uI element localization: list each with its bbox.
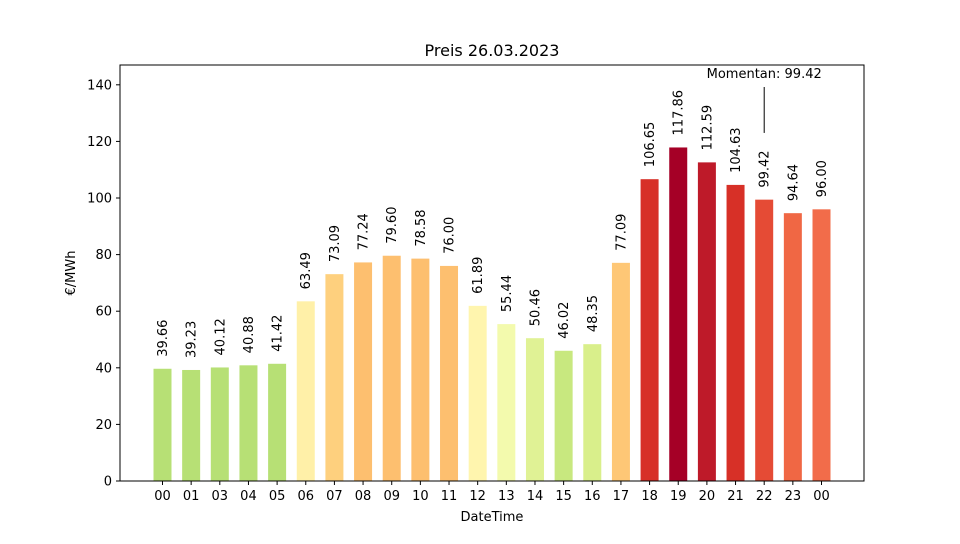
x-tick-label: 17 [613, 489, 630, 504]
bar [525, 338, 544, 481]
data-label: 40.88 [242, 316, 257, 353]
bar [611, 262, 630, 481]
data-label: 50.46 [528, 289, 543, 326]
x-tick-label: 15 [555, 489, 572, 504]
data-label: 61.89 [471, 257, 486, 294]
data-label: 63.49 [299, 252, 314, 289]
y-tick-label: 20 [95, 418, 112, 433]
data-label: 41.42 [271, 315, 286, 352]
plot-frame [119, 64, 865, 482]
x-tick-label: 01 [183, 489, 200, 504]
x-tick-label: 19 [670, 489, 687, 504]
bar [440, 265, 459, 481]
bar [153, 368, 172, 481]
y-tick-label: 80 [95, 248, 112, 263]
x-tick-label: 09 [383, 489, 400, 504]
bars-layer [153, 147, 831, 482]
x-axis-label: DateTime [461, 510, 524, 525]
data-label: 39.23 [185, 321, 200, 358]
x-tick-label: 23 [785, 489, 802, 504]
y-tick-label: 140 [87, 78, 112, 93]
x-tick-label: 14 [527, 489, 544, 504]
bar [640, 179, 659, 482]
annotation-label: Momentan: 99.42 [707, 67, 822, 82]
data-label: 46.02 [557, 302, 572, 339]
bar [783, 213, 802, 481]
x-tick-label: 03 [212, 489, 229, 504]
bar [554, 350, 573, 481]
bar [697, 162, 716, 481]
data-label: 73.09 [328, 225, 343, 262]
x-tick-label: 20 [699, 489, 716, 504]
data-label: 79.60 [385, 207, 400, 244]
bar [239, 365, 258, 481]
bar [325, 274, 344, 481]
data-label: 99.42 [758, 150, 773, 187]
x-tick-label: 06 [297, 489, 314, 504]
x-tick-label: 22 [756, 489, 773, 504]
bar [497, 324, 516, 481]
data-label: 94.64 [786, 164, 801, 201]
bar [382, 255, 401, 481]
bar [755, 199, 774, 481]
data-label: 104.63 [729, 127, 744, 173]
data-label: 77.24 [357, 213, 372, 250]
y-tick-label: 120 [87, 135, 112, 150]
x-tick-label: 10 [412, 489, 429, 504]
bar [411, 258, 430, 481]
y-tick-label: 40 [95, 361, 112, 376]
data-label: 78.58 [414, 209, 429, 246]
annotation: Momentan: 99.42 [707, 67, 822, 133]
data-label: 117.86 [672, 90, 687, 136]
data-label: 40.12 [213, 318, 228, 355]
x-tick-label: 21 [727, 489, 744, 504]
bar [812, 209, 831, 481]
x-axis: 00 01 03 04 05 06 07 08 09 10 11 12 13 14 15 16 17 18 19 20… [154, 481, 830, 504]
y-tick-label: 60 [95, 305, 112, 320]
x-tick-label: 04 [240, 489, 257, 504]
data-label: 112.59 [700, 105, 715, 151]
bar [182, 369, 201, 481]
bar [669, 147, 688, 481]
data-label: 55.44 [500, 275, 515, 312]
bar [468, 305, 487, 481]
y-tick-label: 100 [87, 192, 112, 207]
x-tick-label: 13 [498, 489, 515, 504]
bar [296, 301, 315, 481]
x-tick-label: 08 [355, 489, 372, 504]
bar [726, 184, 745, 481]
x-tick-label: 12 [469, 489, 486, 504]
y-axis: 0 20 40 60 80 100 120 140 [87, 78, 120, 490]
x-tick-label: 05 [269, 489, 286, 504]
x-tick-label: 18 [641, 489, 658, 504]
data-label: 48.35 [586, 295, 601, 332]
bar [268, 363, 287, 481]
data-label: 39.66 [156, 320, 171, 357]
bar [583, 344, 602, 481]
data-label: 77.09 [614, 214, 629, 251]
y-tick-label: 0 [104, 475, 112, 490]
data-label: 106.65 [643, 122, 658, 168]
bar [210, 367, 229, 481]
x-tick-label: 00 [154, 489, 171, 504]
x-tick-label: 11 [441, 489, 458, 504]
x-tick-label: 00 [813, 489, 830, 504]
y-axis-label: €/MWh [64, 251, 79, 296]
x-tick-label: 16 [584, 489, 601, 504]
bar [354, 262, 373, 481]
data-label: 76.00 [443, 217, 458, 254]
chart-title: Preis 26.03.2023 [425, 41, 560, 60]
x-tick-label: 07 [326, 489, 343, 504]
value-labels-layer: 39.66 39.23 40.12 40.88 41.42 63.49 73.09 77.24… [156, 90, 830, 358]
data-label: 96.00 [815, 160, 830, 197]
